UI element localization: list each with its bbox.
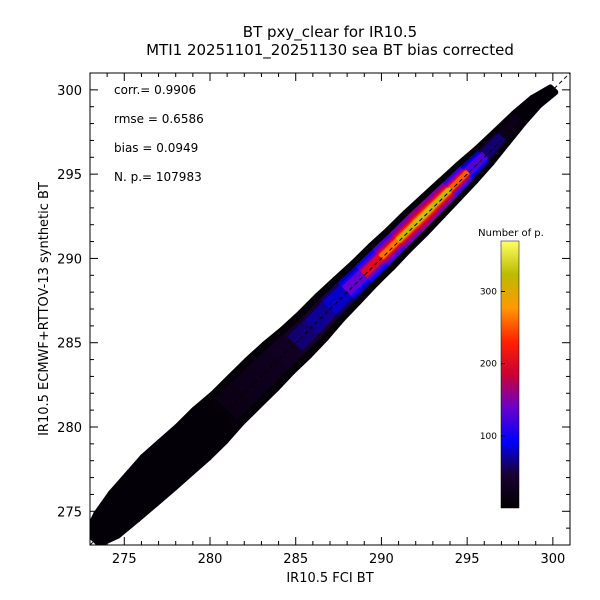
x-tick-label-4: 295 xyxy=(455,552,480,567)
stat-line-2: bias = 0.0949 xyxy=(114,141,198,155)
y-tick-label-4: 295 xyxy=(57,168,82,183)
colorbar-tick-label-2: 300 xyxy=(480,288,497,298)
x-tick-label-0: 275 xyxy=(112,552,137,567)
x-tick-label-5: 300 xyxy=(540,552,565,567)
x-tick-label-2: 285 xyxy=(283,552,308,567)
x-axis-label: IR10.5 FCI BT xyxy=(286,571,373,586)
chart-subtitle: MTI1 20251101_20251130 sea BT bias corre… xyxy=(146,41,514,60)
stat-line-1: rmse = 0.6586 xyxy=(114,112,204,126)
x-tick-label-3: 290 xyxy=(369,552,394,567)
colorbar-tick-label-1: 200 xyxy=(480,360,497,370)
stat-line-3: N. p.= 107983 xyxy=(114,170,202,184)
identity-line xyxy=(89,72,571,546)
colorbar: Number of p. 100 200 300 xyxy=(478,228,544,509)
y-tick-label-3: 290 xyxy=(57,252,82,267)
x-tick-label-1: 280 xyxy=(198,552,223,567)
y-tick-label-0: 275 xyxy=(57,505,82,520)
y-axis-ticks: 275 280 285 290 295 300 xyxy=(57,72,570,546)
colorbar-tick-label-0: 100 xyxy=(480,432,497,442)
colorbar-gradient xyxy=(500,240,520,509)
y-tick-label-1: 280 xyxy=(57,421,82,436)
colorbar-title: Number of p. xyxy=(478,228,544,239)
density-cloud xyxy=(90,84,559,545)
density-segment-0-26 xyxy=(529,84,559,109)
y-axis-label: IR10.5 ECMWF+RTTOV-13 synthetic BT xyxy=(37,182,52,436)
chart-title: BT pxy_clear for IR10.5 xyxy=(243,23,417,42)
statistics-block: corr.= 0.9906 rmse = 0.6586 bias = 0.0949 N… xyxy=(114,83,204,184)
y-tick-label-5: 300 xyxy=(57,84,82,99)
colorbar-ticks: 100 200 300 xyxy=(480,288,505,442)
x-axis-ticks: 275 280 285 290 295 300 xyxy=(89,73,571,567)
y-tick-label-2: 285 xyxy=(57,337,82,352)
stat-line-0: corr.= 0.9906 xyxy=(114,83,196,97)
